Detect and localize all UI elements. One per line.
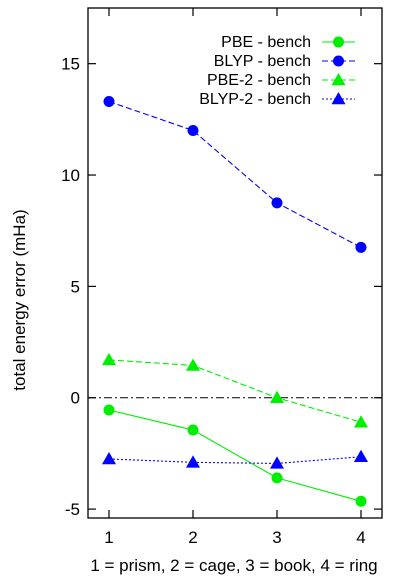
series-3 bbox=[102, 352, 368, 428]
data-point bbox=[270, 390, 284, 403]
x-tick-label: 4 bbox=[356, 528, 365, 547]
data-point bbox=[271, 197, 283, 209]
x-tick-label: 3 bbox=[272, 528, 281, 547]
data-point bbox=[186, 358, 200, 371]
data-point bbox=[270, 456, 284, 469]
y-tick-label: -5 bbox=[65, 500, 80, 519]
legend-label: BLYP-2 - bench bbox=[199, 91, 311, 108]
legend-label: PBE-2 - bench bbox=[207, 72, 311, 89]
axis-ticks: -5 0 5 10 15 1 2 3 4 bbox=[61, 8, 382, 547]
legend-marker bbox=[331, 92, 346, 105]
data-point bbox=[354, 449, 368, 463]
series-2 bbox=[103, 96, 367, 253]
legend-entry: PBE-2 - bench bbox=[207, 72, 355, 89]
legend-marker bbox=[333, 55, 344, 67]
data-point bbox=[354, 415, 368, 428]
plot-frame bbox=[87, 7, 383, 519]
data-point bbox=[103, 96, 115, 108]
legend-entry: BLYP - bench bbox=[214, 53, 355, 70]
legend: PBE - bench BLYP - bench PBE-2 - bench BLYP… bbox=[199, 34, 355, 108]
legend-label: BLYP - bench bbox=[214, 53, 311, 70]
y-tick-label: 10 bbox=[61, 166, 80, 185]
data-point bbox=[187, 424, 199, 436]
legend-marker bbox=[333, 36, 344, 48]
y-tick-label: 15 bbox=[61, 55, 80, 74]
data-point bbox=[186, 455, 200, 468]
legend-entry: PBE - bench bbox=[221, 34, 355, 51]
series-line bbox=[108, 359, 362, 423]
x-tick-label: 2 bbox=[188, 528, 197, 547]
y-tick-label: 5 bbox=[71, 277, 80, 296]
data-point bbox=[187, 124, 199, 136]
x-tick-label: 1 bbox=[104, 528, 113, 547]
series-1 bbox=[103, 404, 367, 507]
series-line bbox=[108, 101, 362, 248]
legend-label: PBE - bench bbox=[221, 34, 311, 51]
series-4 bbox=[102, 449, 368, 469]
series-line bbox=[108, 456, 362, 464]
data-point bbox=[271, 472, 283, 484]
data-point bbox=[102, 451, 116, 465]
series-group bbox=[102, 96, 368, 507]
x-axis-label: 1 = prism, 2 = cage, 3 = book, 4 = ring bbox=[90, 556, 377, 575]
y-tick-label: 0 bbox=[71, 389, 80, 408]
legend-entry: BLYP-2 - bench bbox=[199, 91, 355, 108]
data-point bbox=[102, 352, 116, 366]
legend-marker bbox=[331, 73, 346, 86]
series-line bbox=[108, 409, 362, 502]
y-axis-label: total energy error (mHa) bbox=[10, 209, 29, 390]
data-point bbox=[355, 241, 367, 253]
data-point bbox=[355, 495, 367, 507]
data-point bbox=[103, 404, 115, 416]
plot-area bbox=[87, 7, 383, 519]
